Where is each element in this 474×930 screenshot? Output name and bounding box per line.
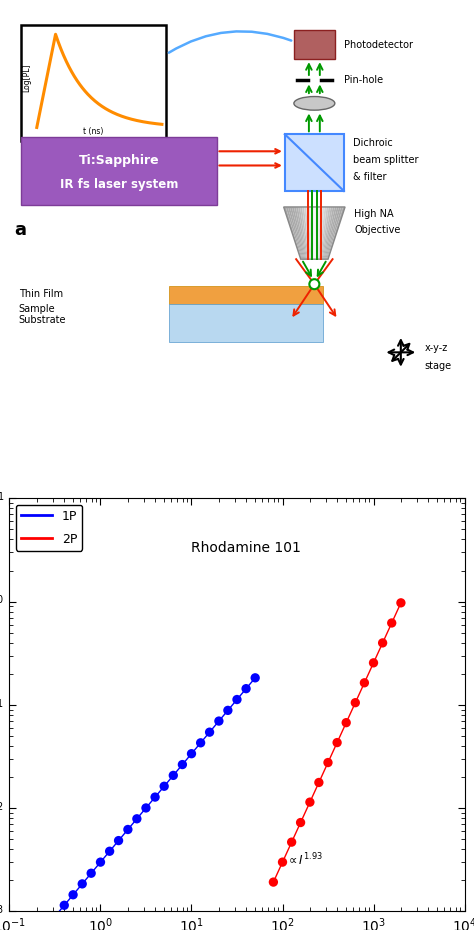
Point — [242, 681, 250, 696]
Polygon shape — [319, 207, 327, 259]
Point — [224, 703, 232, 718]
Point — [61, 897, 68, 912]
Polygon shape — [302, 207, 310, 259]
Point — [151, 790, 159, 804]
Text: IR fs laser system: IR fs laser system — [60, 178, 178, 191]
Polygon shape — [310, 207, 313, 259]
Polygon shape — [300, 207, 309, 259]
Text: beam splitter: beam splitter — [353, 154, 419, 165]
Text: Log[PL]: Log[PL] — [22, 63, 31, 91]
Point — [179, 757, 186, 772]
Polygon shape — [324, 207, 339, 259]
Polygon shape — [290, 207, 304, 259]
Point — [69, 887, 77, 902]
Text: t (ns): t (ns) — [83, 126, 104, 136]
Text: Pin-hole: Pin-hole — [344, 74, 383, 85]
Point — [52, 909, 59, 923]
Point — [106, 844, 113, 858]
Ellipse shape — [294, 97, 335, 110]
Text: Sample: Sample — [18, 304, 55, 313]
Point — [206, 724, 213, 739]
Polygon shape — [317, 207, 322, 259]
Text: High NA: High NA — [354, 208, 394, 219]
Legend: 1P, 2P: 1P, 2P — [16, 505, 82, 551]
Point — [379, 635, 386, 650]
Point — [215, 713, 223, 728]
Point — [270, 874, 277, 889]
Point — [197, 736, 204, 751]
Text: a: a — [14, 220, 26, 239]
Polygon shape — [286, 207, 302, 259]
Text: Thin Film: Thin Film — [18, 288, 63, 299]
Polygon shape — [316, 207, 320, 259]
Polygon shape — [320, 207, 328, 259]
Text: Objective: Objective — [354, 225, 401, 234]
Text: Ti:Sapphire: Ti:Sapphire — [78, 153, 159, 166]
Polygon shape — [321, 207, 331, 259]
Polygon shape — [304, 207, 311, 259]
Point — [42, 920, 49, 930]
Point — [352, 696, 359, 711]
Point — [333, 735, 341, 750]
Text: & filter: & filter — [353, 172, 386, 182]
Polygon shape — [315, 207, 319, 259]
Text: Rhodamine 101: Rhodamine 101 — [191, 541, 301, 555]
Polygon shape — [322, 207, 335, 259]
Point — [306, 795, 314, 810]
Point — [388, 616, 395, 631]
Point — [78, 876, 86, 891]
Bar — [169, 304, 323, 342]
Point — [279, 855, 286, 870]
Polygon shape — [325, 207, 341, 259]
Point — [342, 715, 350, 730]
Polygon shape — [306, 207, 311, 259]
Polygon shape — [294, 207, 306, 259]
Point — [288, 835, 295, 850]
Polygon shape — [283, 207, 301, 259]
Polygon shape — [298, 207, 308, 259]
Text: Photodetector: Photodetector — [344, 39, 413, 49]
Polygon shape — [308, 207, 312, 259]
Point — [170, 768, 177, 783]
Text: stage: stage — [425, 361, 452, 371]
Point — [97, 855, 104, 870]
Polygon shape — [292, 207, 305, 259]
Text: $\propto I^{1.93}$: $\propto I^{1.93}$ — [285, 852, 322, 869]
Point — [115, 833, 122, 848]
Point — [397, 595, 405, 610]
Polygon shape — [296, 207, 307, 259]
Point — [233, 692, 241, 707]
Bar — [21, 25, 166, 141]
Point — [251, 671, 259, 685]
Point — [370, 656, 377, 671]
Text: Dichroic: Dichroic — [353, 138, 393, 148]
Bar — [169, 286, 323, 304]
Polygon shape — [327, 207, 345, 259]
Point — [124, 822, 132, 837]
Point — [133, 811, 141, 826]
Polygon shape — [322, 207, 333, 259]
Point — [142, 801, 150, 816]
Polygon shape — [314, 207, 317, 259]
Bar — [21, 137, 217, 205]
Text: x-y-z: x-y-z — [425, 343, 448, 352]
Polygon shape — [288, 207, 303, 259]
Point — [324, 755, 332, 770]
Polygon shape — [323, 207, 337, 259]
Text: Substrate: Substrate — [18, 314, 66, 325]
Point — [188, 746, 195, 761]
Point — [87, 866, 95, 881]
Point — [160, 778, 168, 793]
Point — [297, 815, 304, 830]
Bar — [294, 30, 335, 60]
Point — [315, 775, 323, 790]
Bar — [285, 134, 344, 191]
Polygon shape — [326, 207, 343, 259]
FancyArrowPatch shape — [169, 32, 292, 53]
Point — [361, 675, 368, 690]
Text: $\propto I^{1.05}$: $\propto I^{1.05}$ — [0, 929, 1, 930]
Polygon shape — [318, 207, 325, 259]
Circle shape — [310, 279, 319, 289]
Polygon shape — [312, 207, 314, 259]
